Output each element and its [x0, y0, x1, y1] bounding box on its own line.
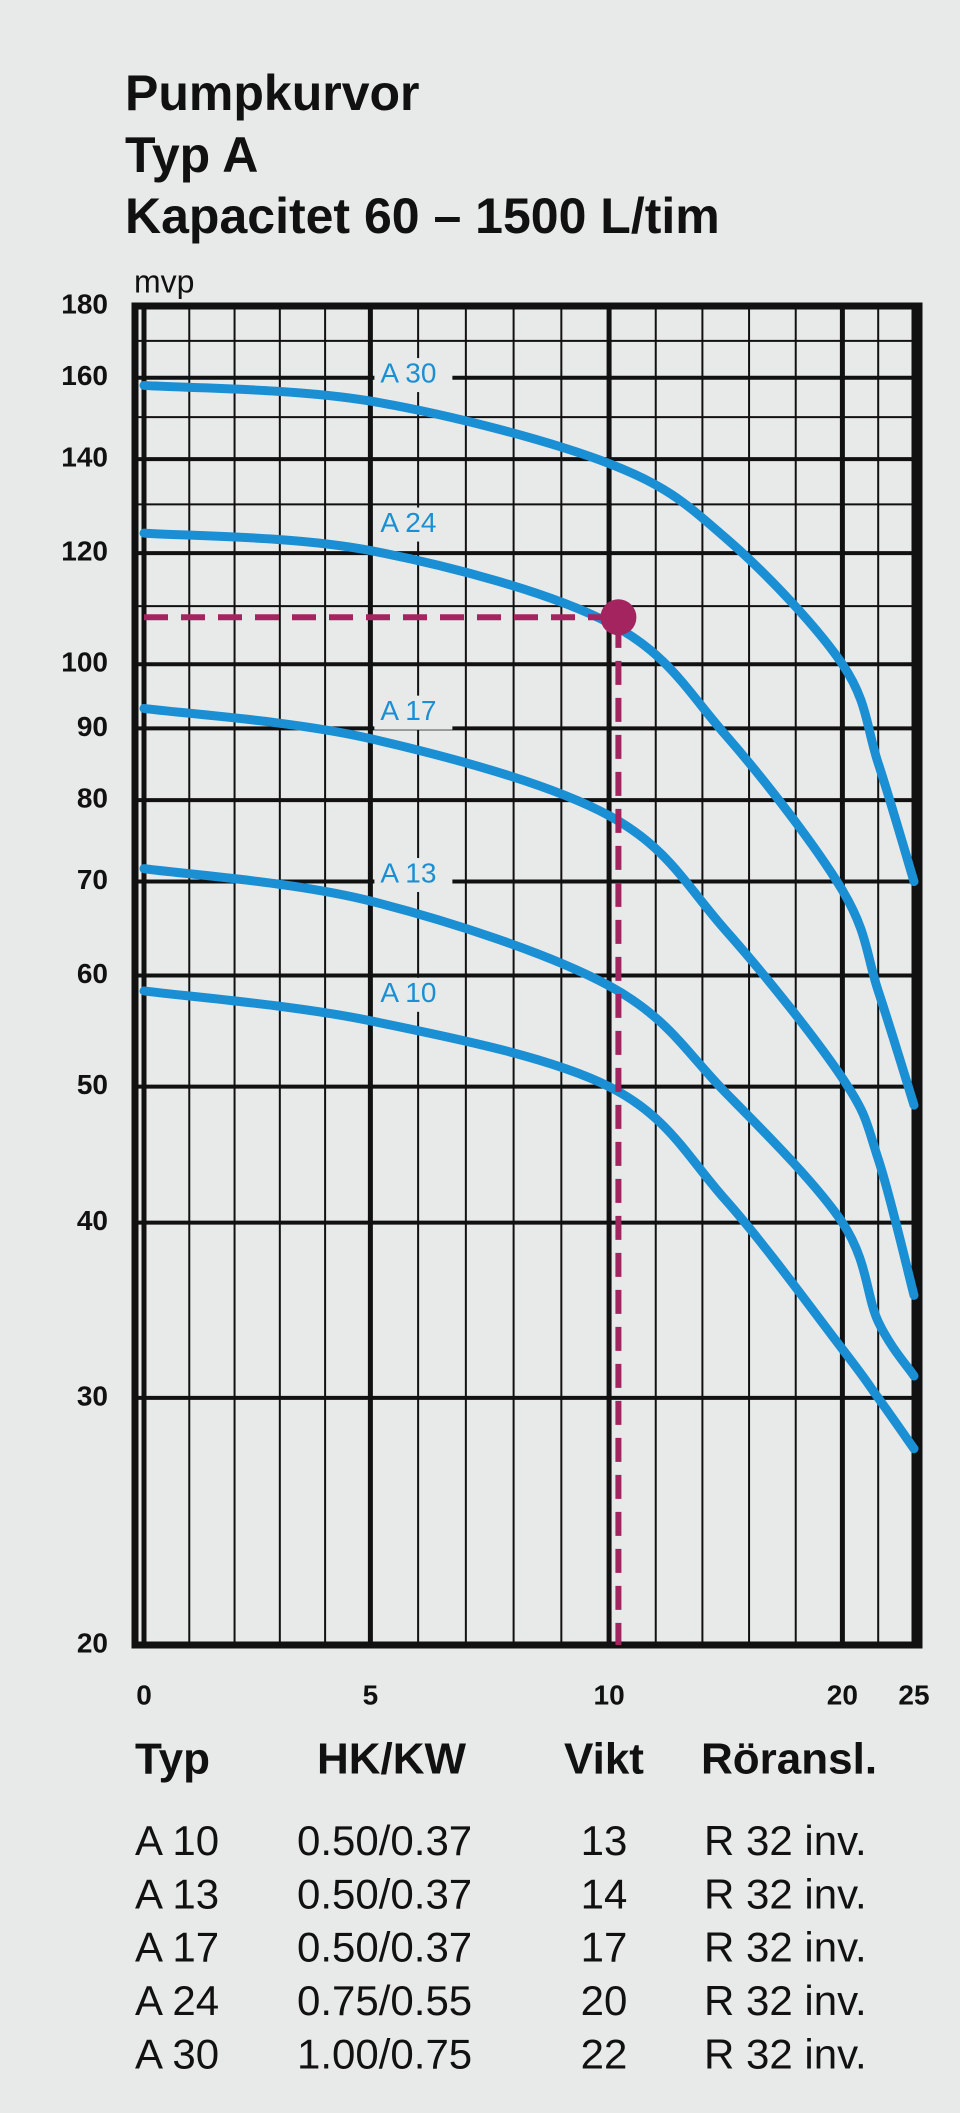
table-cell: 0.50/0.37 — [297, 1924, 472, 1971]
table-cell: R 32 inv. — [704, 2030, 867, 2077]
table-header: HK/KW — [317, 1735, 467, 1784]
table-cell: A 10 — [135, 1817, 219, 1864]
table-cell: 22 — [581, 2030, 628, 2077]
x-tick-label: 20 — [827, 1679, 858, 1710]
curve-label-bg — [374, 695, 453, 730]
table-cell: A 24 — [135, 1977, 219, 2024]
curve-label: A 10 — [380, 977, 436, 1008]
x-tick-label: 25 — [898, 1679, 929, 1710]
table-cell: 17 — [581, 1924, 628, 1971]
operating-point — [600, 599, 637, 636]
pump-curve — [139, 703, 919, 1300]
table-cell: 13 — [581, 1817, 628, 1864]
pump-curve — [139, 380, 919, 887]
table-cell: 1.00/0.75 — [297, 2030, 472, 2077]
y-tick-label: 180 — [61, 288, 108, 319]
curve-label: A 30 — [380, 357, 436, 388]
y-tick-label: 160 — [61, 360, 108, 391]
y-tick-label: 60 — [77, 958, 108, 989]
y-tick-label: 100 — [61, 647, 108, 678]
table-cell: A 13 — [135, 1870, 219, 1917]
table-cell: R 32 inv. — [704, 1924, 867, 1971]
table-cell: 14 — [581, 1870, 628, 1917]
y-tick-label: 30 — [77, 1380, 108, 1411]
plot-frame — [131, 302, 923, 1649]
table-header: Typ — [135, 1735, 210, 1784]
x-tick-label: 10 — [594, 1679, 625, 1710]
pump-curve — [139, 986, 919, 1454]
y-tick-label: 50 — [77, 1069, 108, 1100]
table-cell: R 32 inv. — [704, 1817, 867, 1864]
y-tick-label: 70 — [77, 864, 108, 895]
operating-guide — [144, 614, 622, 1645]
y-tick-label: 80 — [77, 783, 108, 814]
table-cell: R 32 inv. — [704, 1977, 867, 2024]
table-cell: A 17 — [135, 1924, 219, 1971]
curve-label-bg — [374, 977, 453, 1012]
y-tick-label: 140 — [61, 442, 108, 473]
table-header: Röransl. — [701, 1735, 877, 1784]
y-axis-label: mvp — [134, 263, 194, 299]
curve-label-bg — [374, 858, 453, 893]
table-cell: 20 — [581, 1977, 628, 2024]
pump-curve — [139, 864, 919, 1381]
y-tick-label: 40 — [77, 1205, 108, 1236]
table-cell: 0.50/0.37 — [297, 1817, 472, 1864]
x-tick-label: 0 — [136, 1679, 152, 1710]
x-tick-label: 5 — [363, 1679, 379, 1710]
table-header: Vikt — [564, 1735, 644, 1784]
table-cell: R 32 inv. — [704, 1870, 867, 1917]
curve-label-bg — [374, 358, 453, 393]
curve-label: A 13 — [380, 857, 436, 888]
curve-label-bg — [374, 507, 453, 542]
title-line: Kapacitet 60 – 1500 L/tim — [125, 188, 720, 244]
table-cell: 0.50/0.37 — [297, 1870, 472, 1917]
table-cell: 0.75/0.55 — [297, 1977, 472, 2024]
y-tick-label: 20 — [77, 1627, 108, 1658]
curve-label: A 24 — [380, 507, 436, 538]
title-line: Pumpkurvor — [125, 65, 420, 121]
y-tick-label: 120 — [61, 535, 108, 566]
curve-label: A 17 — [380, 695, 436, 726]
y-tick-label: 90 — [77, 711, 108, 742]
table-cell: A 30 — [135, 2030, 219, 2077]
title-line: Typ A — [125, 127, 258, 183]
pump-curve — [139, 528, 919, 1110]
